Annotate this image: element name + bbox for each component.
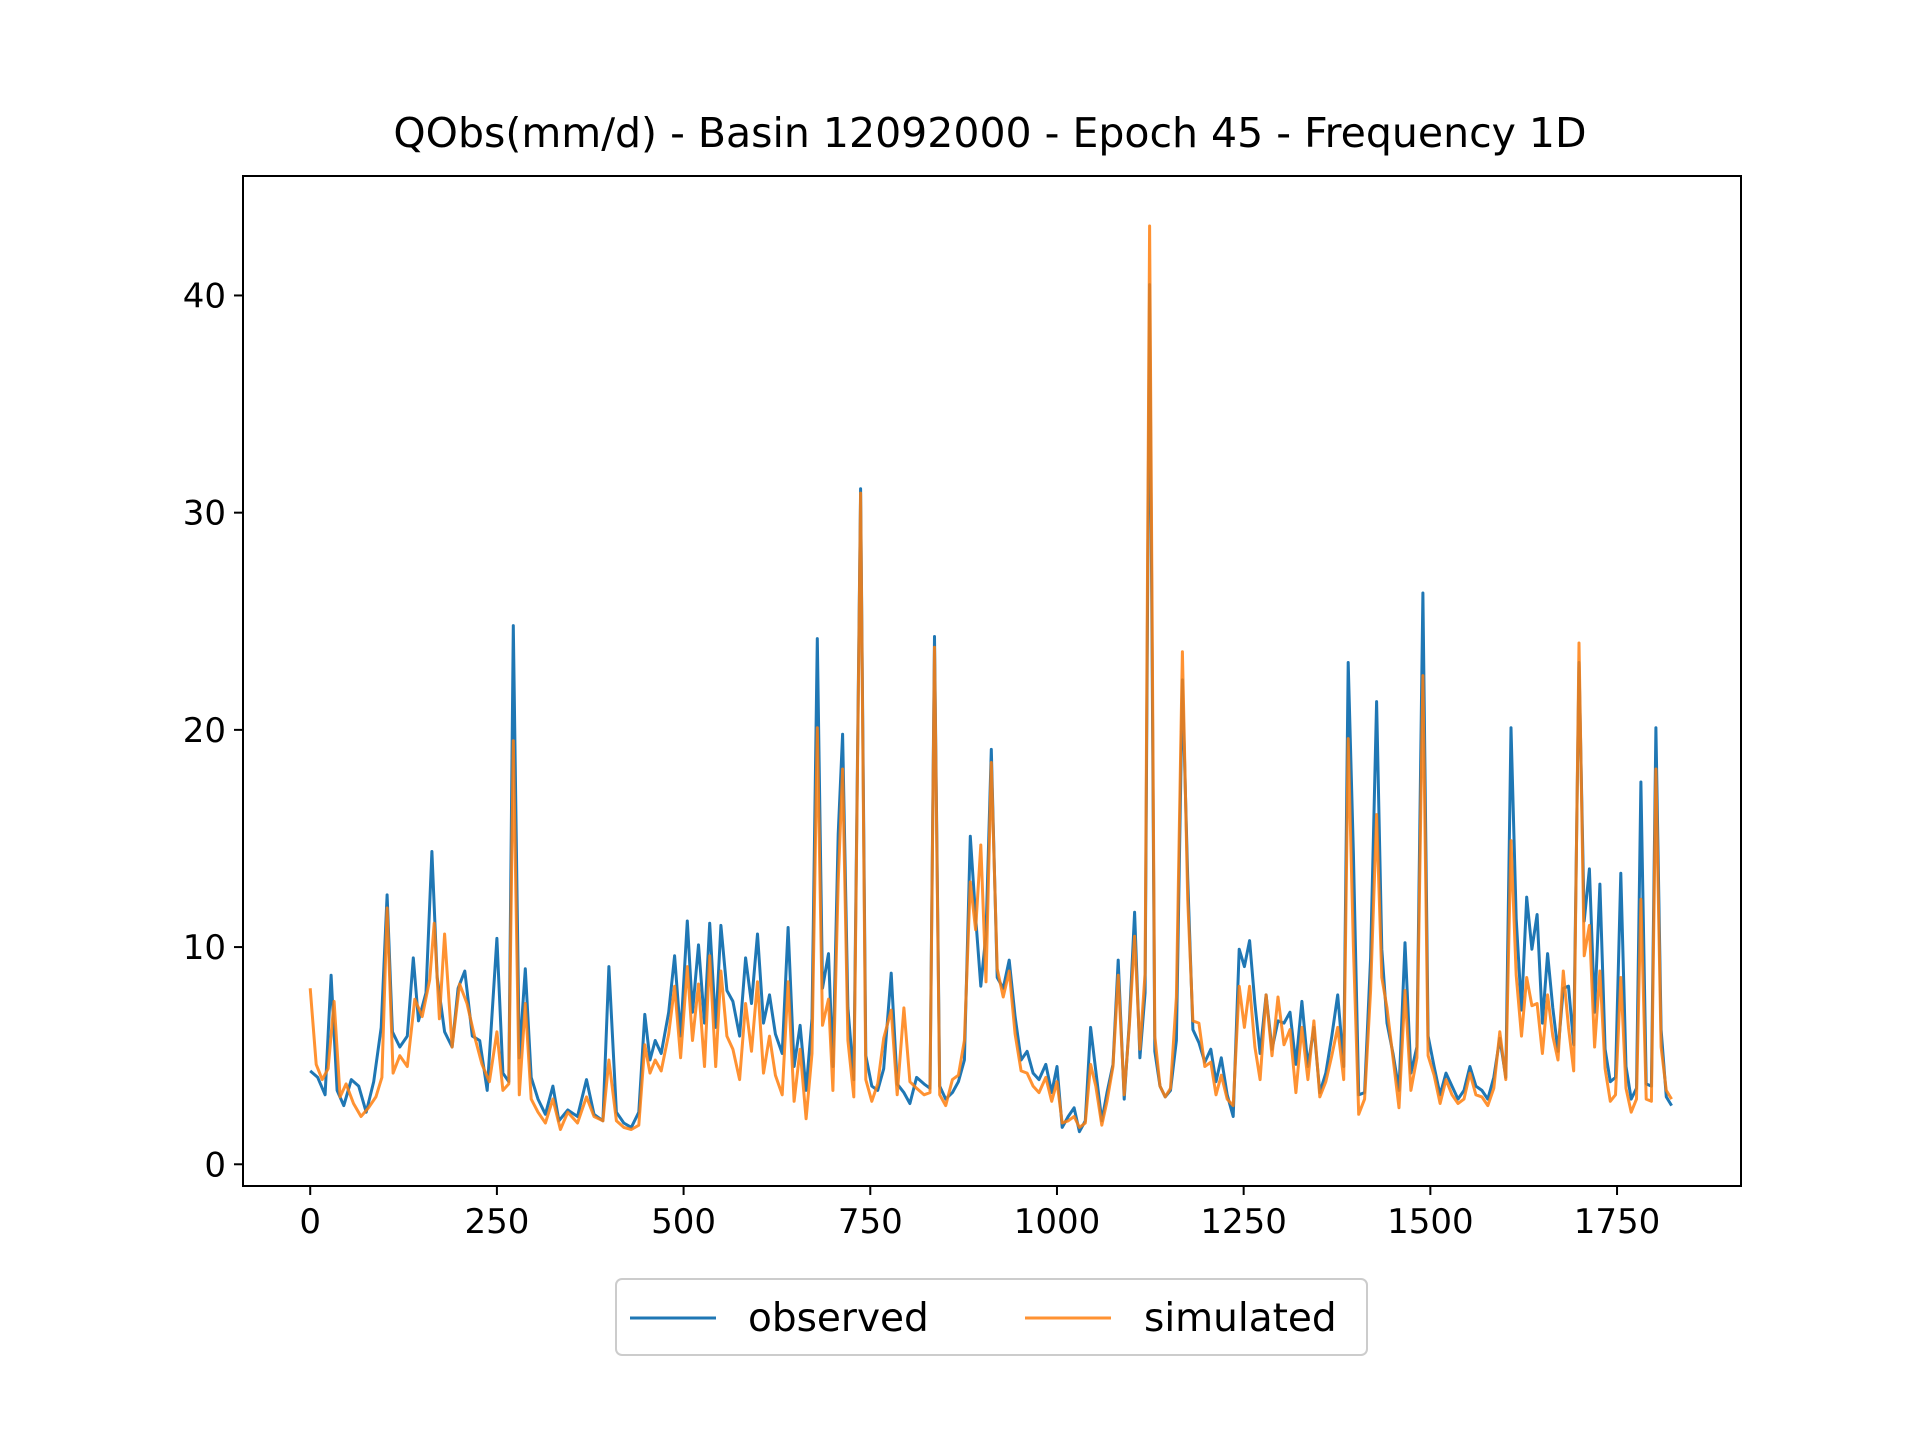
x-tick-label: 1750 — [1574, 1202, 1661, 1242]
series-line-observed — [309, 283, 1673, 1134]
y-axis: 0 10 20 30 40 — [183, 276, 243, 1185]
series-lines — [308, 224, 1673, 1134]
x-axis: 0 250 500 750 1000 1250 1500 1750 — [299, 1186, 1660, 1242]
legend-label-observed: observed — [748, 1296, 929, 1341]
y-tick-label: 30 — [183, 494, 226, 534]
chart-title: QObs(mm/d) - Basin 12092000 - Epoch 45 -… — [393, 109, 1586, 157]
legend-box — [615, 1278, 1368, 1356]
x-tick-label: 1000 — [1014, 1202, 1101, 1242]
legend-label-simulated: simulated — [1144, 1296, 1337, 1341]
x-tick-label: 1250 — [1200, 1202, 1287, 1242]
y-tick-label: 40 — [183, 276, 226, 316]
legend: observed simulated — [615, 1278, 1368, 1356]
series-line-simulated — [308, 224, 1673, 1131]
x-tick-label: 250 — [464, 1202, 529, 1242]
plot-frame — [242, 175, 1742, 1187]
x-tick-label: 750 — [838, 1202, 903, 1242]
x-tick-label: 1500 — [1387, 1202, 1474, 1242]
y-tick-label: 10 — [183, 928, 226, 968]
y-tick-label: 20 — [183, 711, 226, 751]
x-tick-label: 0 — [299, 1202, 321, 1242]
y-tick-label: 0 — [204, 1145, 226, 1185]
x-tick-label: 500 — [651, 1202, 716, 1242]
